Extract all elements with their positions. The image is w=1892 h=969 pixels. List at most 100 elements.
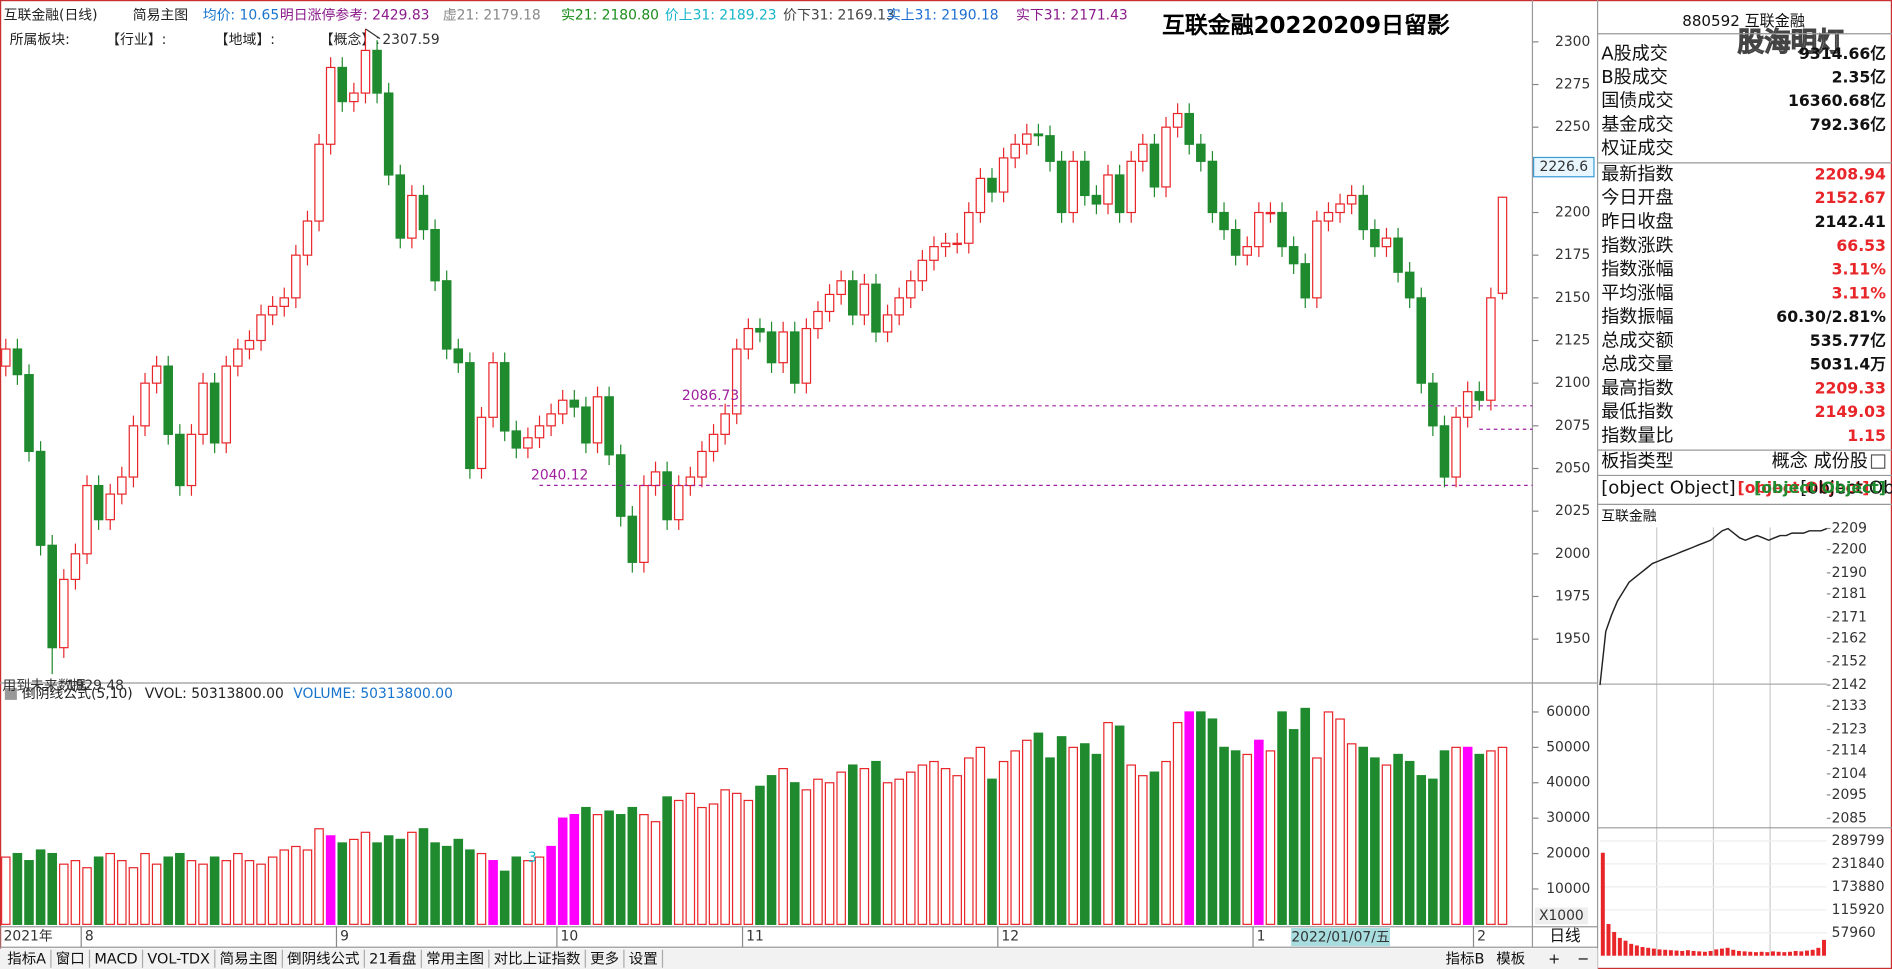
candle-body [1404, 271, 1415, 299]
volume-bar [372, 842, 382, 925]
tab[interactable]: 设置 [629, 950, 658, 967]
volume-bar [662, 796, 672, 925]
volume-bar [1242, 753, 1253, 925]
candle-body [1103, 174, 1113, 205]
tab[interactable]: 指标A [7, 950, 46, 967]
indicator-icon[interactable] [4, 687, 17, 700]
volume-bar [59, 863, 69, 925]
panel-label: 板指类型 [1601, 451, 1673, 472]
candle-body [859, 283, 870, 316]
y-tick-label: 2200 [1832, 542, 1867, 558]
panel-label: 总成交量 [1601, 354, 1673, 375]
y-tick-label: 60000 [1546, 704, 1590, 720]
volume-bar [546, 845, 556, 925]
tab[interactable]: MACD [94, 951, 137, 967]
candle-body [639, 484, 649, 563]
tab[interactable]: 倒阴线公式 [287, 950, 359, 967]
candle-body [1288, 246, 1299, 265]
intraday-volume-bar [1776, 951, 1781, 956]
volume-bar [987, 778, 997, 925]
volume-bar [1010, 750, 1020, 925]
intraday-volume-bar [1759, 951, 1764, 956]
intraday-volume-bar [1725, 947, 1730, 956]
tab[interactable]: 窗口 [56, 949, 85, 967]
volume-bar [1335, 718, 1345, 925]
intraday-volume-bar [1753, 952, 1758, 956]
y-tick-label: 231840 [1832, 856, 1885, 872]
candle-body [627, 515, 638, 563]
candle-body [697, 450, 707, 478]
x-tick-label: 2 [1477, 928, 1486, 944]
reference-label: 2086.73 [682, 388, 739, 404]
candle-body [929, 246, 939, 261]
tab[interactable]: 指标B [1446, 950, 1485, 967]
tab[interactable]: 模板 [1496, 949, 1525, 967]
volume-bar [499, 870, 510, 925]
candle-body [569, 399, 580, 408]
panel-label: 权证成交 [1601, 138, 1673, 159]
breadth-item: [object Object] [1754, 478, 1886, 497]
candle-body [488, 362, 498, 418]
tab[interactable]: 简易主图 [220, 950, 278, 967]
volume-bar [615, 814, 626, 925]
volume-bar [1149, 771, 1160, 925]
volume-bar [221, 860, 232, 925]
candle-body [1381, 237, 1392, 248]
volume-bar [1358, 746, 1369, 925]
volume-bar [1219, 746, 1229, 925]
volume-bar [847, 764, 858, 925]
tab[interactable]: 更多 [590, 950, 619, 967]
y-tick-label: 2075 [1555, 418, 1590, 434]
candle-body [314, 143, 324, 222]
intraday-volume-bar [1697, 951, 1702, 956]
cursor-date: 2022/01/07/五 [1291, 930, 1390, 946]
candle-body [905, 280, 916, 299]
x-tick-label: 2021年 [4, 928, 53, 944]
y-tick-label: 57960 [1832, 925, 1876, 941]
volume-bar [975, 746, 986, 925]
y-tick-label: 2162 [1832, 630, 1867, 646]
tab[interactable]: 常用主图 [426, 950, 484, 967]
candle-body [82, 484, 92, 555]
panel-title: 880592 互联金融 [1682, 12, 1805, 30]
y-tick-label: 2200 [1555, 205, 1590, 221]
cursor-price-box [1533, 156, 1595, 178]
candle-body [1497, 196, 1508, 294]
volume-bar [964, 757, 974, 925]
watermark: 股海明灯 [1738, 27, 1844, 58]
tab[interactable]: + [1548, 951, 1560, 967]
candle-body [673, 484, 684, 521]
candle-body [383, 92, 394, 176]
tab[interactable]: − [1577, 951, 1589, 967]
candle-body [337, 66, 348, 103]
volume-bar [859, 767, 870, 925]
volume-bar [1161, 760, 1171, 925]
intraday-volume-bar [1702, 951, 1707, 956]
tab[interactable]: 对比上证指数 [494, 950, 581, 967]
volume-bar [70, 860, 81, 925]
candle-body [1358, 194, 1369, 231]
volume-bar [1404, 760, 1415, 925]
volume-bar [731, 792, 742, 925]
intraday-line [1599, 527, 1828, 686]
volume-bar [279, 849, 290, 925]
candle-body [1416, 297, 1427, 384]
volume-bar [302, 849, 313, 925]
panel-value: 2208.94 [1815, 164, 1886, 183]
volume-bar [1196, 711, 1206, 925]
y-tick-label: 2150 [1555, 290, 1590, 306]
candle-body [1149, 143, 1160, 188]
panel-icon[interactable] [1870, 454, 1886, 469]
volume-bar [1207, 718, 1218, 925]
intraday-volume-bar [1714, 949, 1719, 956]
y-tick-label: 1950 [1555, 631, 1590, 647]
volume-bar [488, 860, 498, 925]
candle-body [557, 399, 568, 415]
volume-bar [1080, 743, 1090, 925]
candle-body [244, 339, 255, 350]
tab[interactable]: 21看盘 [369, 949, 416, 967]
volume-bar [1184, 711, 1195, 925]
tab[interactable]: VOL-TDX [147, 951, 210, 967]
panel-value: 3.11% [1832, 283, 1887, 302]
volume-bar [1277, 711, 1287, 925]
